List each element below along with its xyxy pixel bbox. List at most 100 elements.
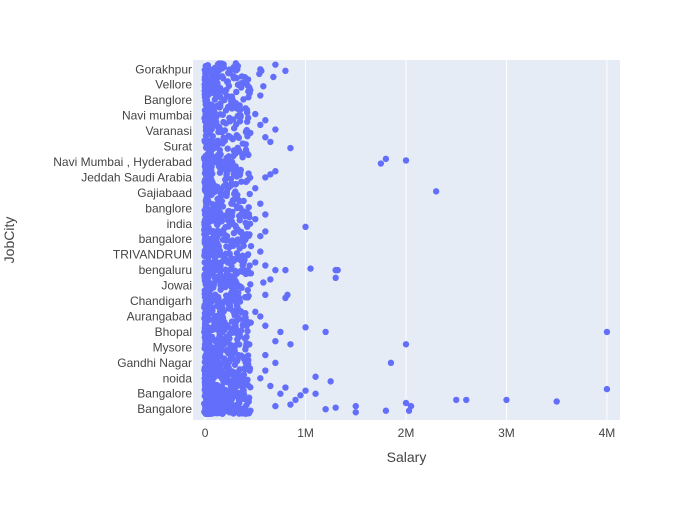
scatter-point xyxy=(213,326,221,333)
scatter-point xyxy=(211,274,218,282)
scatter-point xyxy=(239,140,246,147)
scatter-point xyxy=(204,228,211,235)
scatter-point xyxy=(218,314,226,321)
y-tick-label: banglore xyxy=(145,201,192,215)
y-tick-label: Aurangabad xyxy=(127,309,192,323)
scatter-point xyxy=(223,292,230,299)
scatter-point xyxy=(402,157,410,164)
scatter-point xyxy=(238,210,245,218)
y-tick-label: Bangalore xyxy=(137,402,192,416)
scatter-point xyxy=(402,399,410,407)
y-tick-label: noida xyxy=(163,371,193,385)
scatter-point xyxy=(234,191,241,199)
scatter-point xyxy=(203,118,210,126)
scatter-point xyxy=(239,309,246,316)
scatter-point xyxy=(229,135,236,143)
scatter-point xyxy=(233,302,240,309)
y-tick-label: Surat xyxy=(163,140,192,154)
y-tick-label: Gajiabaad xyxy=(137,186,192,200)
scatter-point xyxy=(334,266,341,274)
scatter-point xyxy=(208,379,216,386)
scatter-point xyxy=(214,396,221,403)
scatter-point xyxy=(235,314,242,321)
scatter-point xyxy=(262,262,269,269)
scatter-point xyxy=(204,393,211,400)
scatter-point xyxy=(245,409,252,417)
x-tick-label: 3M xyxy=(498,426,515,440)
scatter-point xyxy=(202,381,209,389)
scatter-point xyxy=(224,145,231,152)
scatter-point xyxy=(287,144,294,152)
scatter-point xyxy=(256,70,263,78)
scatter-point xyxy=(238,178,245,185)
scatter-point xyxy=(262,117,269,124)
scatter-point xyxy=(297,392,304,399)
scatter-point xyxy=(210,228,217,235)
scatter-point xyxy=(226,114,233,122)
scatter-point xyxy=(214,102,221,109)
scatter-point xyxy=(247,281,254,288)
scatter-point xyxy=(241,335,249,342)
scatter-point xyxy=(234,170,241,177)
y-tick-label: Vellore xyxy=(155,78,192,92)
scatter-point xyxy=(463,396,470,404)
scatter-point xyxy=(208,156,215,163)
scatter-point xyxy=(233,270,240,277)
x-axis-ticks: 0 1M 2M 3M 4M xyxy=(202,426,616,440)
scatter-point xyxy=(229,200,236,207)
scatter-point xyxy=(211,401,218,408)
scatter-point xyxy=(222,280,230,288)
y-tick-label: Bangalore xyxy=(137,387,192,401)
scatter-point xyxy=(209,250,216,257)
scatter-point xyxy=(382,407,390,414)
scatter-point xyxy=(257,313,264,320)
scatter-point xyxy=(262,228,269,235)
scatter-point xyxy=(219,336,227,343)
scatter-point xyxy=(201,326,209,334)
scatter-point xyxy=(236,373,243,381)
scatter-point xyxy=(201,310,209,317)
scatter-point xyxy=(216,409,224,417)
y-tick-label: india xyxy=(167,217,193,231)
scatter-point xyxy=(237,256,244,264)
scatter-point xyxy=(203,294,210,302)
scatter-point xyxy=(244,177,251,184)
scatter-point xyxy=(228,97,235,105)
scatter-point xyxy=(227,389,235,397)
scatter-point xyxy=(272,402,279,410)
scatter-point xyxy=(232,150,239,157)
scatter-point xyxy=(332,274,339,282)
scatter-point xyxy=(287,341,294,348)
scatter-point xyxy=(262,174,269,181)
scatter-point xyxy=(216,308,224,315)
scatter-point xyxy=(223,256,230,264)
scatter-point xyxy=(234,62,242,70)
scatter-point xyxy=(227,220,235,228)
scatter-point xyxy=(257,200,264,207)
y-tick-label: TRIVANDRUM xyxy=(113,248,192,262)
scatter-point xyxy=(241,294,249,301)
scatter-point xyxy=(230,256,237,263)
scatter-point xyxy=(223,243,230,250)
scatter-point xyxy=(228,318,236,325)
scatter-point xyxy=(211,113,218,121)
scatter-point xyxy=(244,286,251,294)
scatter-point xyxy=(237,394,244,401)
scatter-point xyxy=(201,76,208,83)
scatter-point xyxy=(252,110,259,118)
scatter-point xyxy=(201,315,208,322)
scatter-point xyxy=(243,209,251,216)
scatter-point xyxy=(246,84,253,91)
scatter-point xyxy=(322,328,329,336)
scatter-point xyxy=(267,138,274,146)
y-tick-label: Bhopal xyxy=(155,325,192,339)
scatter-point xyxy=(244,223,251,230)
scatter-point xyxy=(206,406,214,413)
scatter-point xyxy=(207,259,214,266)
scatter-point xyxy=(214,91,222,99)
y-axis-title: JobCity xyxy=(1,217,17,264)
scatter-point xyxy=(219,359,227,366)
scatter-point xyxy=(292,396,299,404)
scatter-point xyxy=(233,88,240,96)
